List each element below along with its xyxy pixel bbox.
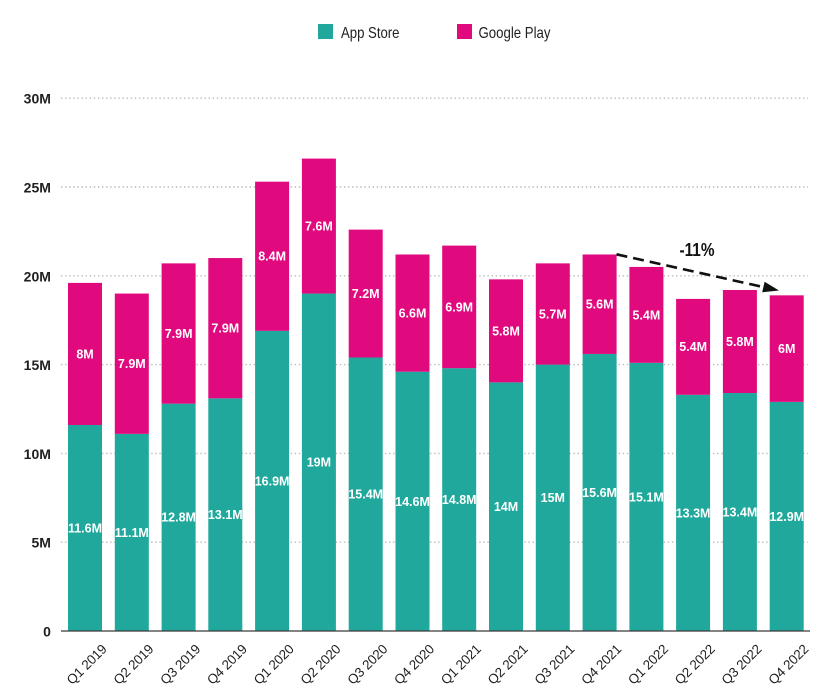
svg-text:13.1M: 13.1M	[208, 508, 243, 522]
svg-text:8M: 8M	[76, 347, 93, 361]
svg-text:7.6M: 7.6M	[305, 220, 333, 234]
svg-text:6M: 6M	[778, 342, 795, 356]
svg-text:13.3M: 13.3M	[676, 506, 711, 520]
svg-text:12.9M: 12.9M	[769, 510, 804, 524]
svg-text:15M: 15M	[24, 357, 51, 373]
svg-text:15M: 15M	[541, 491, 565, 505]
svg-text:30M: 30M	[24, 91, 51, 107]
svg-text:5M: 5M	[31, 535, 50, 551]
svg-text:5.4M: 5.4M	[633, 308, 661, 322]
svg-text:6.6M: 6.6M	[399, 307, 427, 321]
svg-text:7.2M: 7.2M	[352, 287, 380, 301]
svg-text:5.8M: 5.8M	[492, 324, 520, 338]
svg-text:0: 0	[43, 624, 51, 640]
svg-text:15.1M: 15.1M	[629, 490, 664, 504]
svg-text:5.8M: 5.8M	[726, 335, 754, 349]
svg-text:12.8M: 12.8M	[161, 511, 196, 525]
svg-text:6.9M: 6.9M	[445, 300, 473, 314]
svg-text:11.1M: 11.1M	[115, 526, 149, 540]
svg-text:-11%: -11%	[680, 239, 715, 260]
svg-text:15.6M: 15.6M	[582, 486, 617, 500]
svg-text:7.9M: 7.9M	[211, 322, 239, 336]
svg-text:11.6M: 11.6M	[68, 521, 102, 535]
svg-text:7.9M: 7.9M	[118, 357, 146, 371]
svg-text:13.4M: 13.4M	[723, 505, 758, 519]
svg-text:Google Play: Google Play	[479, 25, 551, 42]
svg-text:5.6M: 5.6M	[586, 298, 614, 312]
svg-text:14.6M: 14.6M	[395, 495, 430, 509]
svg-text:5.7M: 5.7M	[539, 307, 567, 321]
svg-text:19M: 19M	[307, 456, 331, 470]
svg-text:10M: 10M	[24, 446, 51, 462]
svg-text:25M: 25M	[24, 180, 51, 196]
svg-text:5.4M: 5.4M	[679, 340, 707, 354]
svg-text:15.4M: 15.4M	[348, 488, 383, 502]
svg-text:7.9M: 7.9M	[165, 327, 193, 341]
svg-text:14M: 14M	[494, 500, 518, 514]
svg-text:20M: 20M	[24, 268, 51, 284]
svg-text:8.4M: 8.4M	[258, 250, 286, 264]
svg-text:16.9M: 16.9M	[255, 474, 290, 488]
svg-text:App Store: App Store	[341, 25, 400, 42]
svg-text:14.8M: 14.8M	[442, 493, 477, 507]
